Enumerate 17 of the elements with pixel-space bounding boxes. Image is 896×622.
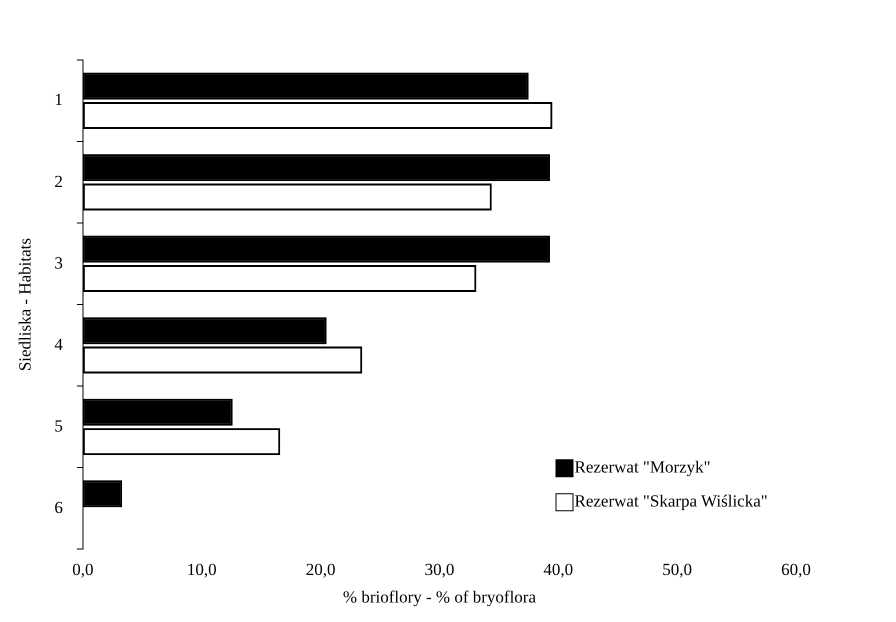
legend-label: Rezerwat "Skarpa Wiślicka" (574, 492, 768, 511)
y-tick-label: 6 (54, 498, 63, 517)
legend-label: Rezerwat "Morzyk" (574, 458, 711, 477)
x-tick-label: 60,0 (781, 560, 811, 579)
y-tick-label: 1 (54, 90, 63, 110)
y-tick-label: 5 (54, 416, 63, 436)
y-tick-label: 3 (54, 253, 63, 272)
x-tick-label: 20,0 (306, 560, 336, 579)
x-tick-label: 50,0 (662, 560, 692, 579)
y-axis-title: Siedliska - Habitats (16, 238, 35, 372)
x-tick-label: 0,0 (72, 560, 94, 579)
x-tick-label: 40,0 (543, 560, 574, 579)
y-tick-label: 4 (54, 334, 64, 354)
x-axis-title: % brioflory - % of bryoflora (342, 587, 536, 606)
x-tick-label: 30,0 (424, 560, 454, 579)
x-tick-label: 10,0 (186, 560, 217, 579)
y-tick-label: 2 (54, 172, 63, 191)
